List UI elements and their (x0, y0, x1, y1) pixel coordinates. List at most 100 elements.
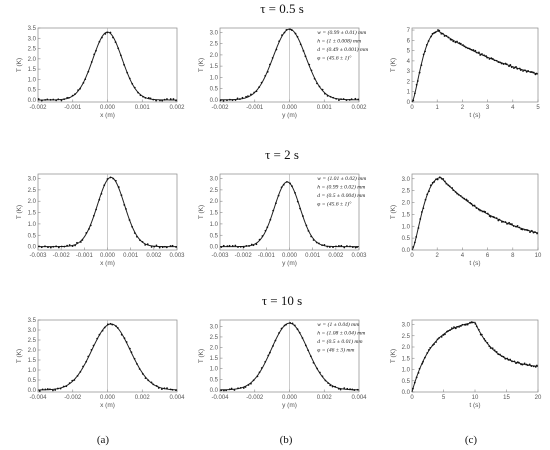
data-point (337, 387, 340, 390)
data-point (310, 69, 313, 72)
data-point (98, 198, 101, 201)
data-point (477, 208, 480, 211)
data-point (266, 70, 269, 73)
panel-r0c1: -0.002 -0.001 0.000 0.001 0.002 0.0 0.5 1.0 1.5 2… (198, 27, 368, 119)
data-point (76, 374, 79, 377)
data-point (349, 388, 351, 390)
data-point (356, 246, 358, 248)
panel-r1c0: -0.003 -0.002 -0.001 0.000 0.001 0.002 0.003 0.… (16, 173, 185, 267)
column-label-a: (a) (97, 434, 110, 446)
data-point (155, 99, 157, 102)
x-axis-label: y (m) (282, 112, 297, 119)
data-point (100, 192, 103, 195)
data-point (488, 58, 491, 60)
plot-frame (411, 173, 539, 251)
data-point (79, 241, 82, 243)
data-point (307, 349, 310, 352)
data-point (527, 70, 529, 72)
data-point (318, 85, 321, 88)
y-tick-label: 2.5 (28, 338, 37, 344)
y-tick-label: 2.5 (210, 42, 219, 48)
y-tick-label: 2.5 (28, 188, 37, 194)
y-axis-label: T (K) (198, 58, 205, 72)
data-point (516, 225, 519, 227)
data-point (493, 216, 496, 219)
data-point (166, 98, 168, 100)
data-point (438, 337, 441, 339)
data-point (323, 244, 326, 246)
data-point (481, 210, 484, 213)
data-point (516, 67, 519, 70)
data-point (281, 34, 283, 37)
data-point (56, 387, 59, 390)
data-point (433, 180, 436, 183)
data-point (534, 365, 537, 368)
data-point (150, 246, 153, 248)
data-point (313, 77, 316, 80)
data-point (137, 91, 139, 94)
x-axis-label: t (s) (469, 112, 480, 119)
data-point (171, 244, 174, 247)
data-point (479, 54, 482, 56)
x-tick-label: 0.000 (100, 253, 116, 259)
data-point (269, 218, 272, 221)
data-point (101, 329, 104, 332)
data-point (491, 347, 494, 350)
data-point (131, 82, 134, 85)
data-point (454, 191, 457, 193)
x-tick-label: 0.002 (317, 395, 333, 401)
data-point (130, 351, 133, 354)
data-point (329, 95, 332, 98)
data-point (484, 211, 487, 213)
data-point (475, 51, 478, 54)
data-point (133, 232, 136, 234)
y-tick-label: 2 (407, 79, 411, 85)
data-point (356, 388, 359, 391)
y-tick-label: 3.5 (28, 318, 37, 324)
data-point (465, 46, 467, 49)
data-point (509, 358, 512, 361)
data-point (481, 53, 483, 55)
data-point (475, 325, 478, 328)
data-point (351, 246, 354, 248)
y-tick-label: 0.5 (28, 233, 37, 239)
data-point (433, 32, 435, 34)
data-point (71, 379, 74, 382)
data-point (256, 375, 259, 378)
data-point (521, 363, 524, 366)
data-point (484, 339, 487, 342)
y-tick-label: 0.0 (402, 248, 411, 254)
data-point (260, 367, 263, 369)
data-point (125, 208, 127, 210)
x-tick-label: 3 (486, 105, 490, 111)
data-point (466, 323, 469, 326)
data-point (340, 98, 342, 101)
data-point (164, 245, 166, 248)
data-point (469, 201, 471, 204)
data-point (272, 344, 274, 347)
data-point (301, 337, 304, 339)
y-axis-label: T (K) (16, 205, 23, 219)
data-point (44, 98, 47, 101)
y-axis-label: T (K) (198, 349, 205, 363)
data-point (523, 362, 526, 365)
fit-parameter: h = (1 ± 0.008) mm (317, 38, 361, 45)
y-axis-label: T (K) (390, 205, 397, 219)
data-point (495, 350, 498, 353)
data-point (463, 197, 466, 200)
data-point (250, 382, 252, 385)
data-point (57, 98, 60, 101)
x-tick-label: 0.000 (282, 105, 298, 111)
data-point (285, 28, 288, 31)
data-point (466, 199, 469, 202)
data-point (236, 97, 239, 100)
data-point (277, 194, 280, 197)
data-point (296, 328, 299, 331)
data-point (424, 356, 426, 359)
row-title-3: τ = 10 s (262, 293, 302, 308)
data-point (480, 333, 483, 336)
data-point (528, 363, 531, 366)
y-tick-label: 2.5 (402, 334, 411, 340)
y-tick-label: 3.5 (28, 26, 37, 32)
data-point (55, 245, 58, 248)
